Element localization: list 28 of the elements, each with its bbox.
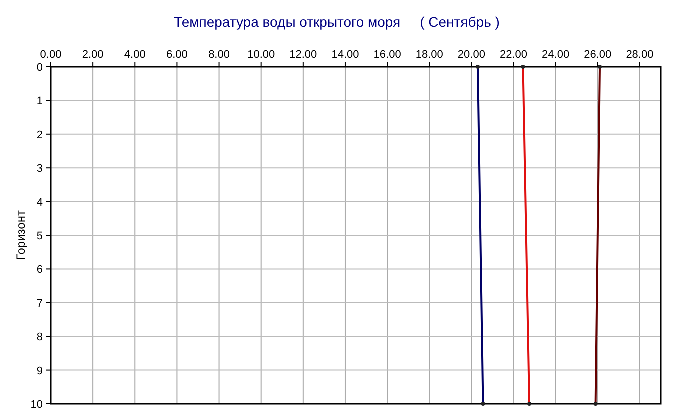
y-tick-label: 5 (36, 230, 43, 242)
x-tick-label: 22.00 (500, 49, 528, 61)
x-tick-label: 28.00 (626, 49, 654, 61)
chart-title: Температура воды открытого моря ( Сентябрь ) (174, 14, 500, 30)
y-tick-label: 1 (36, 96, 43, 108)
y-tick-label: 6 (36, 264, 43, 276)
x-tick-label: 10.00 (248, 49, 276, 61)
y-tick-label: 8 (36, 332, 43, 344)
x-tick-label: 18.00 (416, 49, 444, 61)
x-tick-label: 12.00 (290, 49, 318, 61)
x-tick-label: 8.00 (208, 49, 230, 61)
x-tick-label: 24.00 (542, 49, 570, 61)
x-tick-label: 0.00 (40, 49, 62, 61)
x-tick-label: 26.00 (584, 49, 612, 61)
x-tick-label: 14.00 (332, 49, 360, 61)
x-tick-label: 6.00 (166, 49, 188, 61)
y-tick-label: 10 (30, 399, 43, 411)
y-tick-label: 2 (36, 129, 43, 142)
y-tick-label: 0 (36, 62, 43, 74)
x-tick-label: 16.00 (374, 49, 402, 61)
y-tick-label: 9 (36, 365, 43, 378)
x-tick-label: 20.00 (458, 49, 486, 61)
y-tick-label: 3 (36, 163, 43, 176)
x-tick-label: 2.00 (82, 49, 104, 61)
x-tick-label: 4.00 (124, 49, 146, 61)
y-axis-title: Горизонт (14, 210, 28, 260)
y-tick-label: 7 (36, 298, 43, 310)
y-tick-label: 4 (36, 196, 43, 209)
